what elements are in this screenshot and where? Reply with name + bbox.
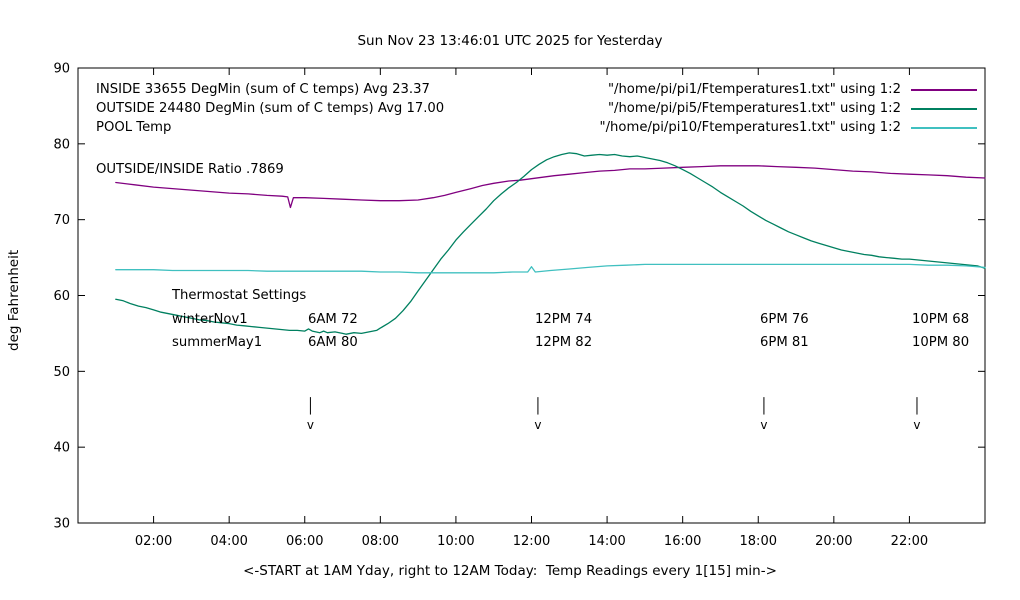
y-tick-label: 70	[53, 213, 70, 228]
legend-file-outside: "/home/pi/pi5/Ftemperatures1.txt" using …	[607, 101, 901, 116]
thermostat-schedule-name: summerMay1	[172, 335, 263, 350]
schedule-marker-arrowhead: v	[307, 418, 314, 432]
thermostat-setting: 12PM 74	[535, 312, 593, 327]
legend-line-sample-outside	[911, 107, 977, 110]
series-line-pool	[115, 263, 986, 274]
thermostat-settings-block: Thermostat Settings winterNov1 6AM 72 12…	[172, 288, 972, 358]
x-tick-label: 04:00	[210, 534, 247, 549]
thermostat-setting: 6PM 81	[760, 335, 809, 350]
schedule-marker-arrowhead: v	[913, 418, 920, 432]
x-axis-label: <-START at 1AM Yday, right to 12AM Today…	[243, 563, 777, 579]
thermostat-row-winter: winterNov1 6AM 72 12PM 74 6PM 76 10PM 68	[172, 312, 972, 328]
schedule-marker-arrowhead: v	[760, 418, 767, 432]
series-line-outside	[115, 152, 986, 335]
thermostat-setting: 6AM 72	[308, 312, 358, 327]
x-tick-label: 12:00	[513, 534, 550, 549]
thermostat-row-summer: summerMay1 6AM 80 12PM 82 6PM 81 10PM 80	[172, 335, 972, 351]
thermostat-setting: 12PM 82	[535, 335, 593, 350]
schedule-marker-arrowhead: v	[534, 418, 541, 432]
y-tick-label: 40	[53, 441, 70, 456]
legend-file-pool: "/home/pi/pi10/Ftemperatures1.txt" using…	[599, 120, 901, 135]
thermostat-setting: 6PM 76	[760, 312, 809, 327]
ratio-annotation: OUTSIDE/INSIDE Ratio .7869	[96, 162, 284, 177]
x-tick-label: 20:00	[815, 534, 852, 549]
y-tick-label: 30	[53, 517, 70, 532]
x-tick-label: 16:00	[664, 534, 701, 549]
x-tick-label: 18:00	[740, 534, 777, 549]
x-tick-label: 02:00	[135, 534, 172, 549]
legend-label-pool: POOL Temp	[96, 120, 172, 135]
legend-line-sample-pool	[911, 126, 977, 129]
legend-label-inside: INSIDE 33655 DegMin (sum of C temps) Avg…	[96, 82, 430, 97]
y-axis-label: deg Fahrenheit	[6, 249, 22, 351]
x-tick-label: 08:00	[362, 534, 399, 549]
x-tick-label: 22:00	[891, 534, 928, 549]
legend-item-outside: OUTSIDE 24480 DegMin (sum of C temps) Av…	[96, 99, 977, 118]
x-tick-label: 06:00	[286, 534, 323, 549]
legend-line-sample-inside	[911, 88, 977, 91]
y-tick-label: 80	[53, 137, 70, 152]
legend-item-pool: POOL Temp "/home/pi/pi10/Ftemperatures1.…	[96, 118, 977, 137]
x-tick-label: 10:00	[437, 534, 474, 549]
legend-label-outside: OUTSIDE 24480 DegMin (sum of C temps) Av…	[96, 101, 445, 116]
y-tick-label: 50	[53, 365, 70, 380]
thermostat-setting: 6AM 80	[308, 335, 358, 350]
chart-title: Sun Nov 23 13:46:01 UTC 2025 for Yesterd…	[357, 33, 663, 49]
legend: INSIDE 33655 DegMin (sum of C temps) Avg…	[96, 80, 977, 137]
thermostat-setting: 10PM 68	[912, 312, 970, 327]
thermostat-setting: 10PM 80	[912, 335, 970, 350]
legend-file-inside: "/home/pi/pi1/Ftemperatures1.txt" using …	[607, 82, 901, 97]
thermostat-schedule-name: winterNov1	[172, 312, 248, 327]
y-tick-label: 60	[53, 289, 70, 304]
y-tick-label: 90	[53, 62, 70, 77]
x-tick-label: 14:00	[588, 534, 625, 549]
thermostat-title: Thermostat Settings	[172, 288, 307, 303]
legend-item-inside: INSIDE 33655 DegMin (sum of C temps) Avg…	[96, 80, 977, 99]
